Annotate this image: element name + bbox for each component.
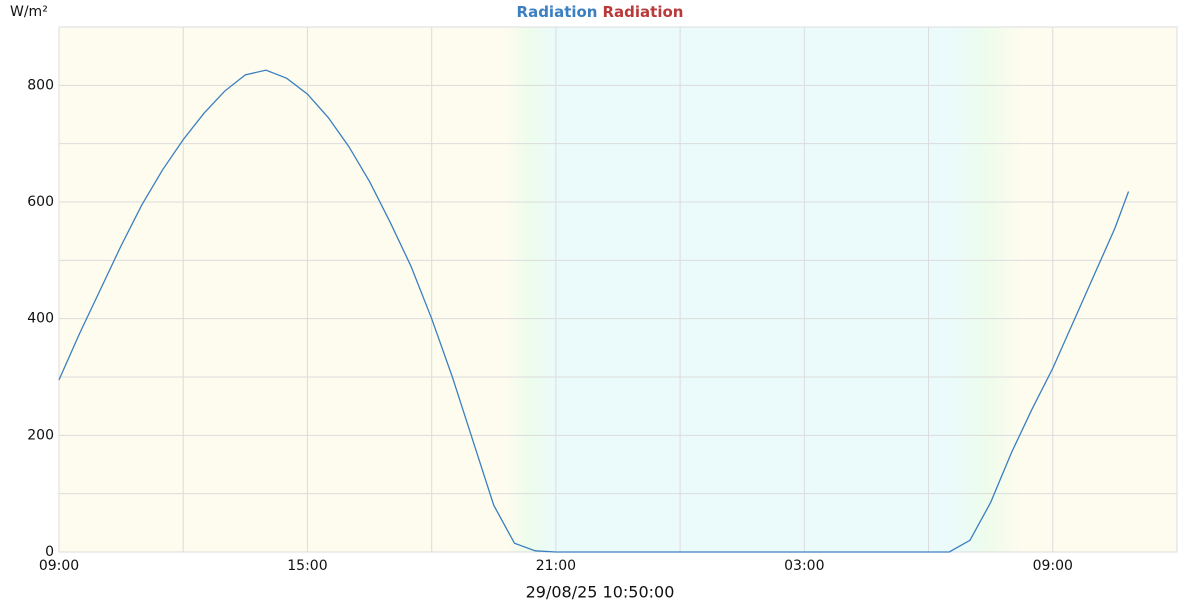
y-tick-label: 400 bbox=[27, 311, 54, 327]
legend-entry: Radiation bbox=[517, 3, 598, 21]
y-tick-label: 0 bbox=[45, 544, 54, 560]
y-tick-label: 600 bbox=[27, 194, 54, 210]
y-unit: W/m² bbox=[10, 4, 48, 20]
x-tick-label: 15:00 bbox=[287, 558, 327, 574]
data-line bbox=[58, 69, 1130, 553]
y-tick-label: 200 bbox=[27, 427, 54, 443]
x-axis-label: 29/08/25 10:50:00 bbox=[526, 583, 675, 600]
title: Radiation Radiation bbox=[517, 3, 684, 21]
plot-background bbox=[58, 26, 1178, 553]
x-tick-label: 21:00 bbox=[536, 558, 576, 574]
title-text: Radiation bbox=[603, 3, 684, 21]
x-tick-label: 03:00 bbox=[784, 558, 824, 574]
x-tick-label: 09:00 bbox=[1033, 558, 1073, 574]
x-tick-label: 09:00 bbox=[39, 558, 79, 574]
y-tick-label: 800 bbox=[27, 77, 54, 93]
